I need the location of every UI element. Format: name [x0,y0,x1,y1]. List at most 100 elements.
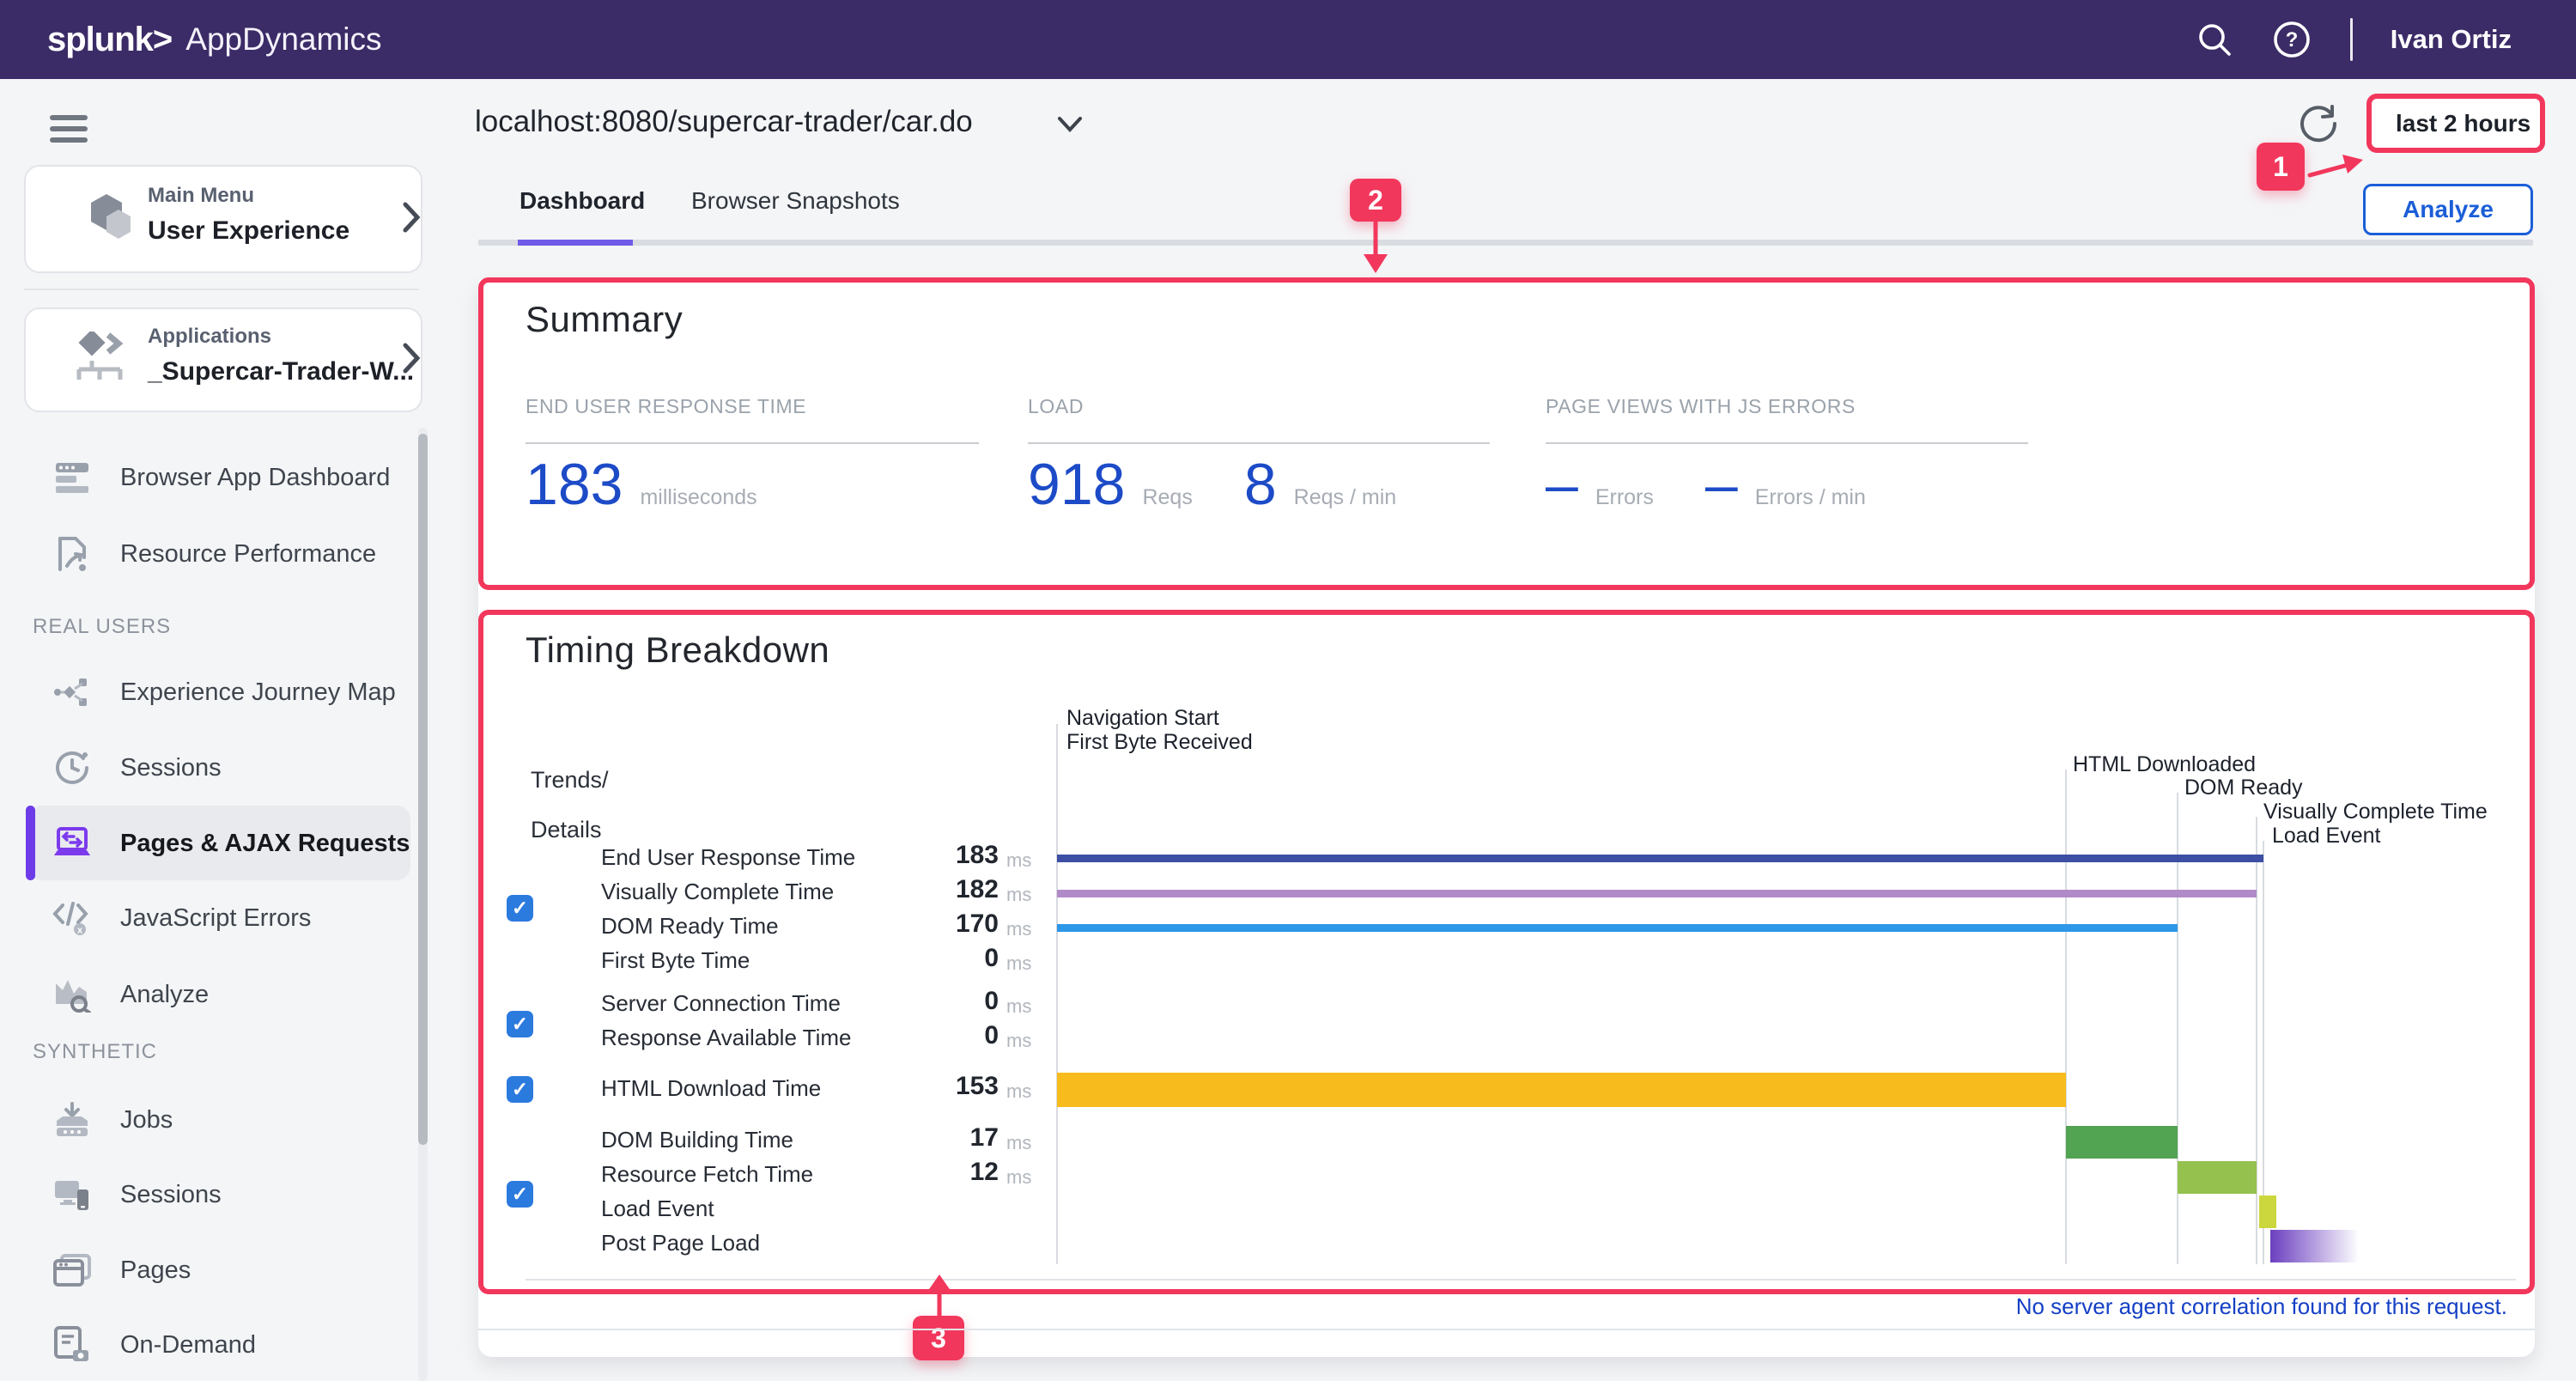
sidebar-item-label: Analyze [120,981,209,1009]
metric-label: END USER RESPONSE TIME [526,395,979,418]
main-menu-card[interactable]: Main Menu User Experience [24,165,422,273]
metric-js-errors: PAGE VIEWS WITH JS ERRORS – Errors – Err… [1546,395,2028,517]
timing-row-label: Server Connection Time [601,990,841,1017]
page-title-chevron-icon[interactable] [1056,115,1084,138]
metric-value: 183 [526,453,623,517]
timing-group-checkbox-4[interactable]: ✓ [507,1181,533,1208]
timing-row: Load Event [601,1195,1048,1226]
timing-row: DOM Building Time 17 ms [601,1127,1048,1158]
metric-rule [1546,442,2028,444]
sidebar-item-analyze[interactable]: Analyze [0,957,417,1032]
sidebar-item-browser-app-dashboard[interactable]: Browser App Dashboard [0,440,417,515]
metric-unit: Reqs / min [1294,485,1396,510]
sidebar-item-jobs[interactable]: Jobs [0,1082,417,1158]
sidebar-item-resource-performance[interactable]: Resource Performance [0,516,417,592]
timing-group-checkbox-2[interactable]: ✓ [507,1011,533,1037]
annotation-arrow-1 [2306,151,2368,182]
timing-row-value: 0 [841,1021,999,1050]
sidebar-section-synthetic: SYNTHETIC [33,1040,157,1064]
appdynamics-logo: AppDynamics [185,21,381,58]
timing-row: Response Available Time 0 ms [601,1025,1048,1056]
chart-bar-dom-building-time [2066,1126,2178,1159]
applications-card[interactable]: Applications _Supercar-Trader-W... [24,307,422,412]
timing-row-label: First Byte Time [601,947,750,974]
metric-load: LOAD 918 Reqs 8 Reqs / min [1028,395,1490,517]
hamburger-menu-icon[interactable] [50,112,88,150]
timing-row-label: DOM Building Time [601,1127,793,1153]
time-range-dropdown[interactable]: last 2 hours [2366,94,2545,153]
analyze-button[interactable]: Analyze [2363,184,2533,235]
sidebar-item-sessions[interactable]: Sessions [0,730,417,806]
timing-row-value: 0 [841,987,999,1016]
timing-row: HTML Download Time 153 ms [601,1075,1048,1106]
timing-row-unit: ms [1006,995,1031,1018]
help-icon[interactable]: ? [2271,19,2312,60]
metric-value: – [1546,453,1578,517]
search-icon[interactable] [2196,21,2233,58]
timing-row-unit: ms [1006,849,1031,872]
card-footer-divider [478,1329,2535,1330]
timing-row-value: 12 [841,1158,999,1187]
time-range-value: last 2 hours [2396,110,2530,137]
sidebar-item-javascript-errors[interactable]: x JavaScript Errors [0,880,417,956]
trends-label: Trends/ [531,767,609,794]
tab-browser-snapshots[interactable]: Browser Snapshots [691,187,900,215]
chevron-right-icon [402,342,421,379]
chart-bar-html-download-time [1057,1073,2066,1107]
timing-row: Server Connection Time 0 ms [601,990,1048,1021]
sidebar-item-on-demand[interactable]: On-Demand [0,1307,417,1381]
timing-row-label: End User Response Time [601,844,855,871]
timing-row: First Byte Time 0 ms [601,947,1048,978]
sidebar-item-label: Jobs [120,1106,173,1135]
on-demand-icon [52,1326,93,1364]
sidebar-item-sessions-synthetic[interactable]: Sessions [0,1157,417,1232]
server-correlation-note[interactable]: No server agent correlation found for th… [1288,1293,2507,1320]
timing-row-value: 182 [841,875,999,904]
timing-group-checkbox-3[interactable]: ✓ [507,1076,533,1103]
timing-row-unit: ms [1006,1166,1031,1189]
user-menu[interactable]: Ivan Ortiz [2391,24,2512,55]
timing-row: Visually Complete Time 182 ms [601,879,1048,910]
metric-value: 918 [1028,453,1125,517]
main-menu-value: User Experience [148,216,349,246]
sidebar-item-pages[interactable]: Pages [0,1232,417,1308]
app-root: splunk> AppDynamics ? Ivan Ortiz Main Me… [0,0,2576,1381]
annotation-arrow-2 [1360,222,1391,275]
sidebar-item-experience-journey-map[interactable]: Experience Journey Map [0,654,417,730]
tab-dashboard[interactable]: Dashboard [519,187,645,215]
journey-map-icon [52,677,93,708]
timing-row-value: 17 [841,1123,999,1153]
sidebar-item-label: Resource Performance [120,540,376,569]
sidebar-item-label: On-Demand [120,1331,256,1360]
metric-rule [1028,442,1490,444]
timing-row-value: 183 [841,841,999,870]
chart-bar-dom-ready-time [1057,924,2178,932]
chart-marker-visually-complete [2256,817,2257,1264]
timing-group-checkbox-1[interactable]: ✓ [507,895,533,922]
sidebar-scrollbar-thumb[interactable] [418,434,428,1145]
svg-text:x: x [77,926,83,936]
timing-row: Resource Fetch Time 12 ms [601,1161,1048,1192]
refresh-icon[interactable] [2298,103,2339,149]
timing-row-unit: ms [1006,918,1031,940]
chart-bar-end-user-response-time [1057,855,2263,862]
applications-icon [76,332,136,391]
metric-unit: milliseconds [640,485,756,510]
splunk-logo: splunk> [47,21,172,59]
devices-icon [52,1177,93,1212]
chart-marker-label: Load Event [2272,824,2381,849]
chart-marker-label: DOM Ready [2184,776,2303,800]
clock-icon [52,750,93,786]
analyze-icon [52,976,93,1013]
sidebar-item-label: Sessions [120,1181,222,1209]
chart-bar-visually-complete-time [1057,890,2257,897]
resource-performance-icon [52,535,93,573]
annotation-badge-1: 1 [2257,143,2305,191]
annotation-badge-3: 3 [913,1316,964,1360]
timing-row-value: 170 [841,910,999,939]
timing-title: Timing Breakdown [526,630,829,671]
tab-track [478,240,2533,246]
chart-baseline [526,1279,2516,1281]
chart-marker-label: First Byte Received [1066,730,1253,755]
sidebar-item-pages-ajax-requests[interactable]: Pages & AJAX Requests [0,806,417,881]
